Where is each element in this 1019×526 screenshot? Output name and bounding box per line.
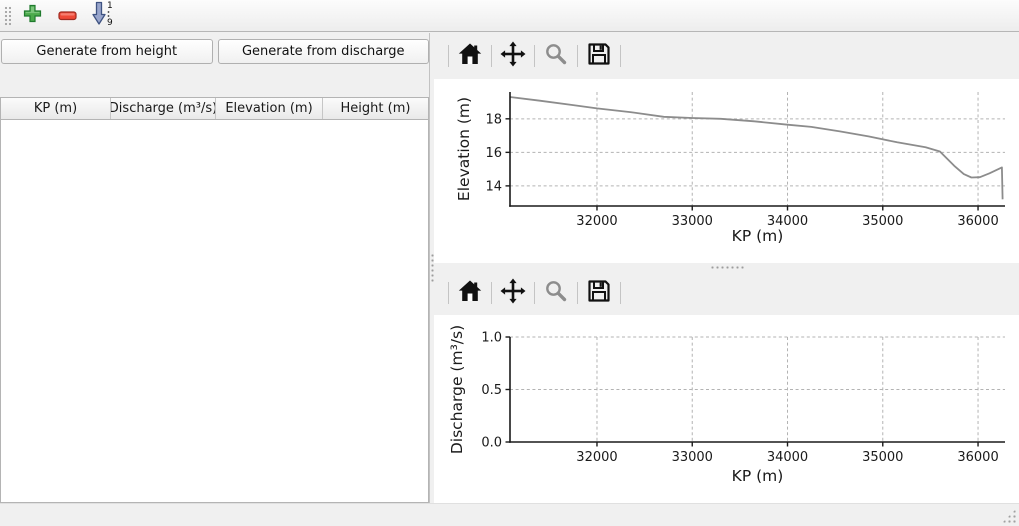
toolbar-drag-handle[interactable] — [3, 4, 11, 27]
svg-text:KP (m): KP (m) — [732, 227, 784, 245]
svg-text:Elevation (m): Elevation (m) — [455, 97, 473, 201]
remove-row-button[interactable] — [54, 3, 80, 29]
main-toolbar: 1 9 — [0, 0, 1019, 32]
elevation-figure: 32000 33000 34000 35000 36000 14 16 18 KP (m) Ele… — [434, 79, 1019, 263]
sort-numeric-down-icon: 1 9 — [90, 0, 114, 31]
toolbar-separator — [534, 282, 535, 304]
home-button[interactable] — [456, 279, 484, 307]
home-button[interactable] — [456, 42, 484, 70]
magnifier-icon — [543, 41, 569, 71]
table-body[interactable] — [1, 120, 428, 502]
svg-text:KP (m): KP (m) — [732, 467, 784, 485]
elevation-chart[interactable]: 32000 33000 34000 35000 36000 14 16 18 KP (m) Ele… — [434, 79, 1019, 263]
plus-icon — [23, 4, 42, 27]
pan-icon — [500, 278, 526, 308]
toolbar-separator — [577, 282, 578, 304]
svg-text:32000: 32000 — [576, 450, 617, 465]
generate-buttons-row: Generate from height Generate from disch… — [0, 33, 430, 68]
horizontal-splitter[interactable] — [434, 263, 1019, 271]
sort-rows-button[interactable]: 1 9 — [89, 0, 115, 31]
toolbar-separator — [448, 45, 449, 67]
column-header-height[interactable]: Height (m) — [340, 101, 411, 116]
save-button[interactable] — [585, 279, 613, 307]
svg-text:32000: 32000 — [576, 214, 617, 229]
generate-from-discharge-button[interactable]: Generate from discharge — [217, 39, 429, 64]
table-header: KP (m) Discharge (m³/s) Elevation (m) He… — [1, 98, 428, 120]
save-button[interactable] — [585, 42, 613, 70]
svg-text:1.0: 1.0 — [481, 331, 502, 346]
status-bar — [0, 503, 1019, 526]
svg-text:33000: 33000 — [672, 450, 713, 465]
column-header-elevation[interactable]: Elevation (m) — [216, 98, 323, 119]
splitter-handle-dots — [430, 253, 434, 283]
toolbar-separator — [620, 282, 621, 304]
splitter-handle-dots — [709, 265, 744, 269]
svg-text:0.0: 0.0 — [481, 436, 502, 451]
svg-text:1: 1 — [107, 1, 113, 11]
column-header-kp[interactable]: KP (m) — [1, 98, 111, 119]
svg-text:36000: 36000 — [957, 450, 998, 465]
save-icon — [586, 278, 612, 308]
vertical-splitter[interactable] — [429, 33, 434, 503]
svg-text:35000: 35000 — [862, 214, 903, 229]
save-icon — [586, 41, 612, 71]
zoom-button[interactable] — [542, 42, 570, 70]
discharge-chart-toolbar — [434, 271, 1019, 315]
home-icon — [457, 278, 483, 308]
zoom-button[interactable] — [542, 279, 570, 307]
minus-icon — [57, 6, 77, 25]
toolbar-separator — [491, 45, 492, 67]
svg-text:16: 16 — [485, 146, 502, 161]
svg-text:34000: 34000 — [767, 450, 808, 465]
pan-button[interactable] — [499, 41, 527, 71]
elevation-chart-toolbar — [434, 33, 1019, 79]
svg-text:33000: 33000 — [672, 214, 713, 229]
column-header-discharge[interactable]: Discharge (m³/s) — [111, 98, 216, 119]
magnifier-icon — [543, 278, 569, 308]
data-table: KP (m) Discharge (m³/s) Elevation (m) He… — [0, 97, 429, 503]
toolbar-separator — [448, 282, 449, 304]
discharge-figure: 32000 33000 34000 35000 36000 0.0 0.5 1.0 KP (m)… — [434, 315, 1019, 505]
toolbar-separator — [577, 45, 578, 67]
pan-button[interactable] — [499, 278, 527, 308]
add-row-button[interactable] — [19, 3, 45, 29]
svg-text:Discharge (m³/s): Discharge (m³/s) — [448, 325, 466, 454]
generate-from-height-button[interactable]: Generate from height — [1, 39, 213, 64]
svg-text:18: 18 — [485, 112, 502, 127]
svg-text:36000: 36000 — [957, 214, 998, 229]
resize-grip[interactable] — [1002, 509, 1016, 523]
home-icon — [457, 41, 483, 71]
svg-text:35000: 35000 — [862, 450, 903, 465]
svg-text:34000: 34000 — [767, 214, 808, 229]
toolbar-separator — [620, 45, 621, 67]
toolbar-separator — [491, 282, 492, 304]
pan-icon — [500, 41, 526, 71]
svg-text:14: 14 — [485, 179, 502, 194]
left-panel: Generate from height Generate from disch… — [0, 33, 430, 503]
toolbar-separator — [534, 45, 535, 67]
discharge-chart[interactable]: 32000 33000 34000 35000 36000 0.0 0.5 1.0 KP (m)… — [434, 315, 1019, 501]
charts-panel: 32000 33000 34000 35000 36000 14 16 18 KP (m) Ele… — [434, 33, 1019, 505]
svg-text:0.5: 0.5 — [481, 383, 502, 398]
svg-text:9: 9 — [107, 18, 113, 27]
